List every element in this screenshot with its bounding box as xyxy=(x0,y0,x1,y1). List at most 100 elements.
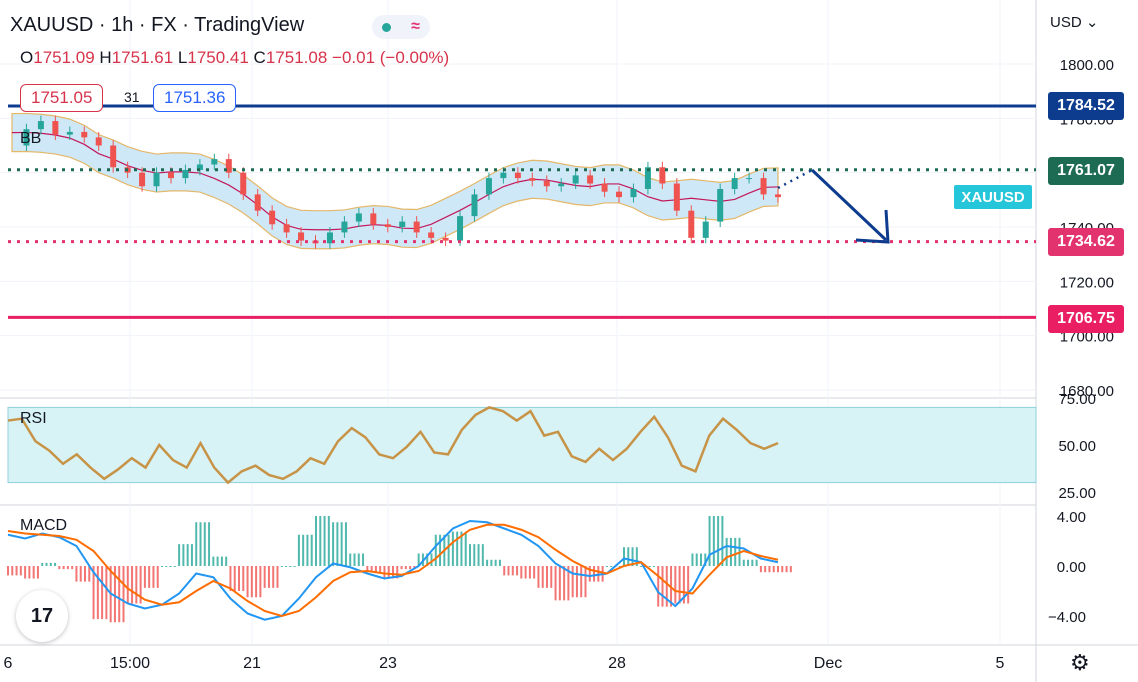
bollinger-band xyxy=(11,112,779,250)
macd-histogram-bar xyxy=(105,566,108,620)
macd-histogram-bar xyxy=(729,537,732,566)
macd-histogram-bar xyxy=(498,559,501,566)
macd-histogram-bar xyxy=(118,566,121,623)
bid-button[interactable]: 1751.05 xyxy=(20,84,104,112)
macd-histogram-bar xyxy=(507,566,510,576)
level-label-1734[interactable]: 1734.62 xyxy=(1048,228,1124,256)
symbol-title: XAUUSD · 1h · FX · TradingView xyxy=(10,14,305,36)
macd-histogram-bar xyxy=(186,544,189,566)
macd-histogram-bar xyxy=(387,566,390,579)
candle-body xyxy=(110,145,117,168)
candle-body xyxy=(370,213,377,225)
tradingview-logo[interactable]: 17 xyxy=(16,590,68,642)
macd-histogram-bar xyxy=(323,516,326,566)
market-open-icon xyxy=(382,22,392,32)
candle-body xyxy=(399,221,406,227)
price-pane[interactable] xyxy=(8,104,1036,319)
macd-histogram-bar xyxy=(250,566,253,598)
candle-body xyxy=(558,183,565,187)
candle-body xyxy=(298,232,305,241)
macd-histogram-bar xyxy=(54,562,57,566)
macd-histogram-bar xyxy=(263,566,266,588)
macd-histogram-bar xyxy=(593,566,596,582)
macd-histogram-bar xyxy=(152,566,155,588)
macd-histogram-bar xyxy=(49,562,52,566)
macd-histogram-bar xyxy=(173,566,176,567)
candle-body xyxy=(211,159,218,165)
macd-histogram-bar xyxy=(366,566,369,573)
macd-histogram-bar xyxy=(575,566,578,598)
macd-histogram-bar xyxy=(148,566,151,588)
macd-histogram-bar xyxy=(558,566,561,601)
macd-histogram-bar xyxy=(691,553,694,566)
status-indicator[interactable]: ≈ xyxy=(372,15,430,39)
macd-histogram-bar xyxy=(546,566,548,588)
macd-histogram-bar xyxy=(631,547,634,566)
time-tick-label: 6 xyxy=(4,655,13,672)
macd-line xyxy=(7,519,779,621)
macd-histogram-bar xyxy=(404,566,407,570)
level-label-1784[interactable]: 1784.52 xyxy=(1048,92,1124,120)
candle-body xyxy=(485,178,492,195)
gear-icon[interactable]: ⚙ xyxy=(1070,650,1090,675)
change-value: −0.01 (−0.00%) xyxy=(332,48,450,67)
open-prefix: O xyxy=(20,48,34,67)
macd-histogram-bar xyxy=(460,531,463,566)
macd-histogram-bar xyxy=(648,566,651,567)
macd-histogram-bar xyxy=(370,566,373,573)
candle-body xyxy=(775,194,781,198)
level-label-1706[interactable]: 1706.75 xyxy=(1048,305,1124,333)
macd-histogram-bar xyxy=(469,544,471,566)
macd-histogram-bar xyxy=(190,544,193,566)
macd-histogram-bar xyxy=(528,566,531,579)
macd-histogram-bar xyxy=(84,566,86,582)
candle-body xyxy=(81,131,88,138)
macd-histogram-bar xyxy=(203,522,206,566)
macd-histogram-bar xyxy=(259,566,262,598)
macd-histogram-bar xyxy=(19,566,22,576)
macd-histogram-bar xyxy=(554,566,557,601)
macd-histogram-bar xyxy=(789,566,792,573)
candle-body xyxy=(139,172,146,187)
time-tick-label: 15:00 xyxy=(110,655,150,672)
macd-histogram-bar xyxy=(588,566,591,582)
candle-body xyxy=(52,121,59,135)
macd-histogram-bar xyxy=(657,566,660,607)
time-axis[interactable]: 6 15:00 21 23 28 Dec 5 xyxy=(4,655,1005,672)
macd-histogram-bar xyxy=(332,522,335,566)
candle-body xyxy=(153,172,160,187)
macd-histogram-bar xyxy=(88,566,91,582)
macd-histogram-bar xyxy=(481,544,484,566)
macd-histogram-bar xyxy=(306,534,309,566)
time-tick-label: Dec xyxy=(814,655,842,672)
macd-histogram-bar xyxy=(781,566,784,573)
macd-histogram-bar xyxy=(255,566,258,598)
ask-button[interactable]: 1751.36 xyxy=(153,84,237,112)
macd-histogram-bar xyxy=(682,566,685,604)
macd-histogram-bar xyxy=(195,522,198,566)
macd-histogram-bar xyxy=(605,566,608,567)
macd-histogram-bar xyxy=(524,566,527,579)
macd-pane[interactable]: 4.00 0.00 −4.00 xyxy=(7,509,1086,626)
macd-histogram-bar xyxy=(15,566,18,576)
candle-body xyxy=(659,167,666,184)
macd-histogram-bar xyxy=(182,544,185,566)
macd-histogram-bar xyxy=(623,547,625,566)
macd-histogram-bar xyxy=(477,544,480,566)
macd-histogram-bar xyxy=(721,516,724,566)
rsi-pane[interactable]: 75.00 50.00 25.00 xyxy=(7,391,1096,502)
currency-select[interactable]: USD ⌄ xyxy=(1050,13,1098,31)
macd-histogram-bar xyxy=(426,553,429,566)
macd-histogram-bar xyxy=(567,566,570,601)
bb-label: BB xyxy=(20,130,42,147)
macd-histogram-bar xyxy=(759,566,762,573)
macd-histogram-bar xyxy=(229,566,232,591)
candle-body xyxy=(413,221,420,233)
macd-histogram-bar xyxy=(473,544,476,566)
macd-histogram-bar xyxy=(212,556,215,566)
macd-histogram-bar xyxy=(225,556,228,566)
level-label-1761[interactable]: 1761.07 xyxy=(1048,157,1124,185)
macd-histogram-bar xyxy=(327,516,330,566)
price-tick-label: 1680.00 xyxy=(1060,383,1114,400)
macd-histogram-bar xyxy=(785,566,788,573)
